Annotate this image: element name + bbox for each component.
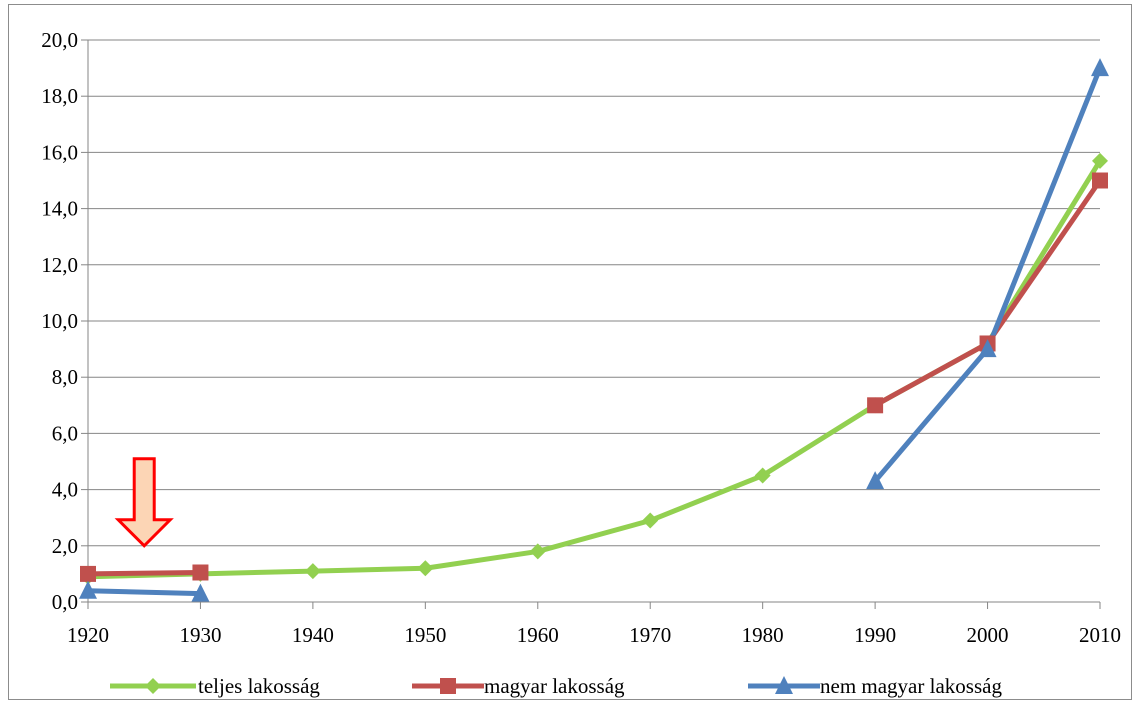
data-point-nem-magyar-lakossag: [191, 583, 210, 602]
y-tick-label: 16,0: [41, 140, 78, 164]
x-tick-label: 2000: [967, 623, 1009, 647]
axes: [81, 39, 1101, 609]
x-tick-label: 1940: [292, 623, 334, 647]
x-tick-label: 1990: [854, 623, 896, 647]
y-tick-label: 10,0: [41, 309, 78, 333]
y-tick-label: 14,0: [41, 197, 78, 221]
legend-marker-teljes-lakossag: [145, 678, 161, 694]
x-tick-label: 1980: [742, 623, 784, 647]
legend-marker-magyar-lakossag: [440, 678, 456, 694]
chart-frame: [8, 4, 1132, 700]
y-tick-label: 4,0: [52, 478, 78, 502]
data-point-teljes-lakossag: [642, 512, 659, 529]
annotations: [114, 457, 174, 548]
legend-label-nem-magyar-lakossag: nem magyar lakosság: [820, 674, 1002, 698]
y-tick-label: 12,0: [41, 253, 78, 277]
series-line-nem-magyar-lakossag: [872, 65, 1103, 484]
data-point-teljes-lakossag: [304, 563, 321, 580]
series-line-magyar-lakossag: [85, 569, 203, 577]
data-point-teljes-lakossag: [1092, 152, 1108, 169]
down-arrow-annotation: [114, 457, 174, 548]
data-point-magyar-lakossag: [1092, 172, 1108, 189]
x-tick-label: 1970: [629, 623, 671, 647]
x-tick-label: 1930: [179, 623, 221, 647]
data-point-nem-magyar-lakossag: [978, 339, 997, 358]
y-tick-label: 2,0: [52, 534, 78, 558]
series-markers: [79, 58, 1109, 602]
y-tick-label: 0,0: [52, 590, 78, 614]
data-point-nem-magyar-lakossag: [1091, 58, 1109, 77]
data-point-teljes-lakossag: [529, 543, 546, 560]
data-point-magyar-lakossag: [192, 564, 209, 581]
series-line-nem-magyar-lakossag: [85, 588, 203, 597]
x-tick-label: 1950: [404, 623, 446, 647]
series-line-teljes-lakossag: [85, 158, 1103, 580]
data-point-nem-magyar-lakossag: [79, 580, 97, 599]
data-point-nem-magyar-lakossag: [866, 471, 885, 490]
data-point-magyar-lakossag: [80, 565, 96, 582]
data-point-magyar-lakossag: [867, 397, 884, 414]
y-tick-label: 20,0: [41, 28, 78, 52]
legend: teljes lakosság magyar lakosság nem magyar…: [110, 674, 1002, 698]
legend-label-magyar-lakossag: magyar lakosság: [484, 674, 625, 698]
series-lines: [85, 65, 1103, 597]
gridlines: [88, 39, 1100, 547]
x-tick-label: 2010: [1079, 623, 1121, 647]
y-tick-label: 8,0: [52, 365, 78, 389]
data-point-teljes-lakossag: [754, 467, 771, 484]
legend-label-teljes-lakossag: teljes lakosság: [198, 674, 320, 698]
y-tick-label: 18,0: [41, 84, 78, 108]
data-point-teljes-lakossag: [417, 560, 434, 577]
x-tick-label: 1920: [67, 623, 109, 647]
x-axis-tick-labels: 1920 1930 1940 1950 1960 1970 1980 1990 2000 2010: [67, 623, 1121, 647]
legend-marker-nem-magyar-lakossag: [775, 676, 793, 694]
x-tick-label: 1960: [517, 623, 559, 647]
y-axis-tick-labels: 0,0 2,0 4,0 6,0 8,0 10,0 12,0 14,0 16,0 18,0 20,0: [41, 28, 78, 614]
y-tick-label: 6,0: [52, 421, 78, 445]
